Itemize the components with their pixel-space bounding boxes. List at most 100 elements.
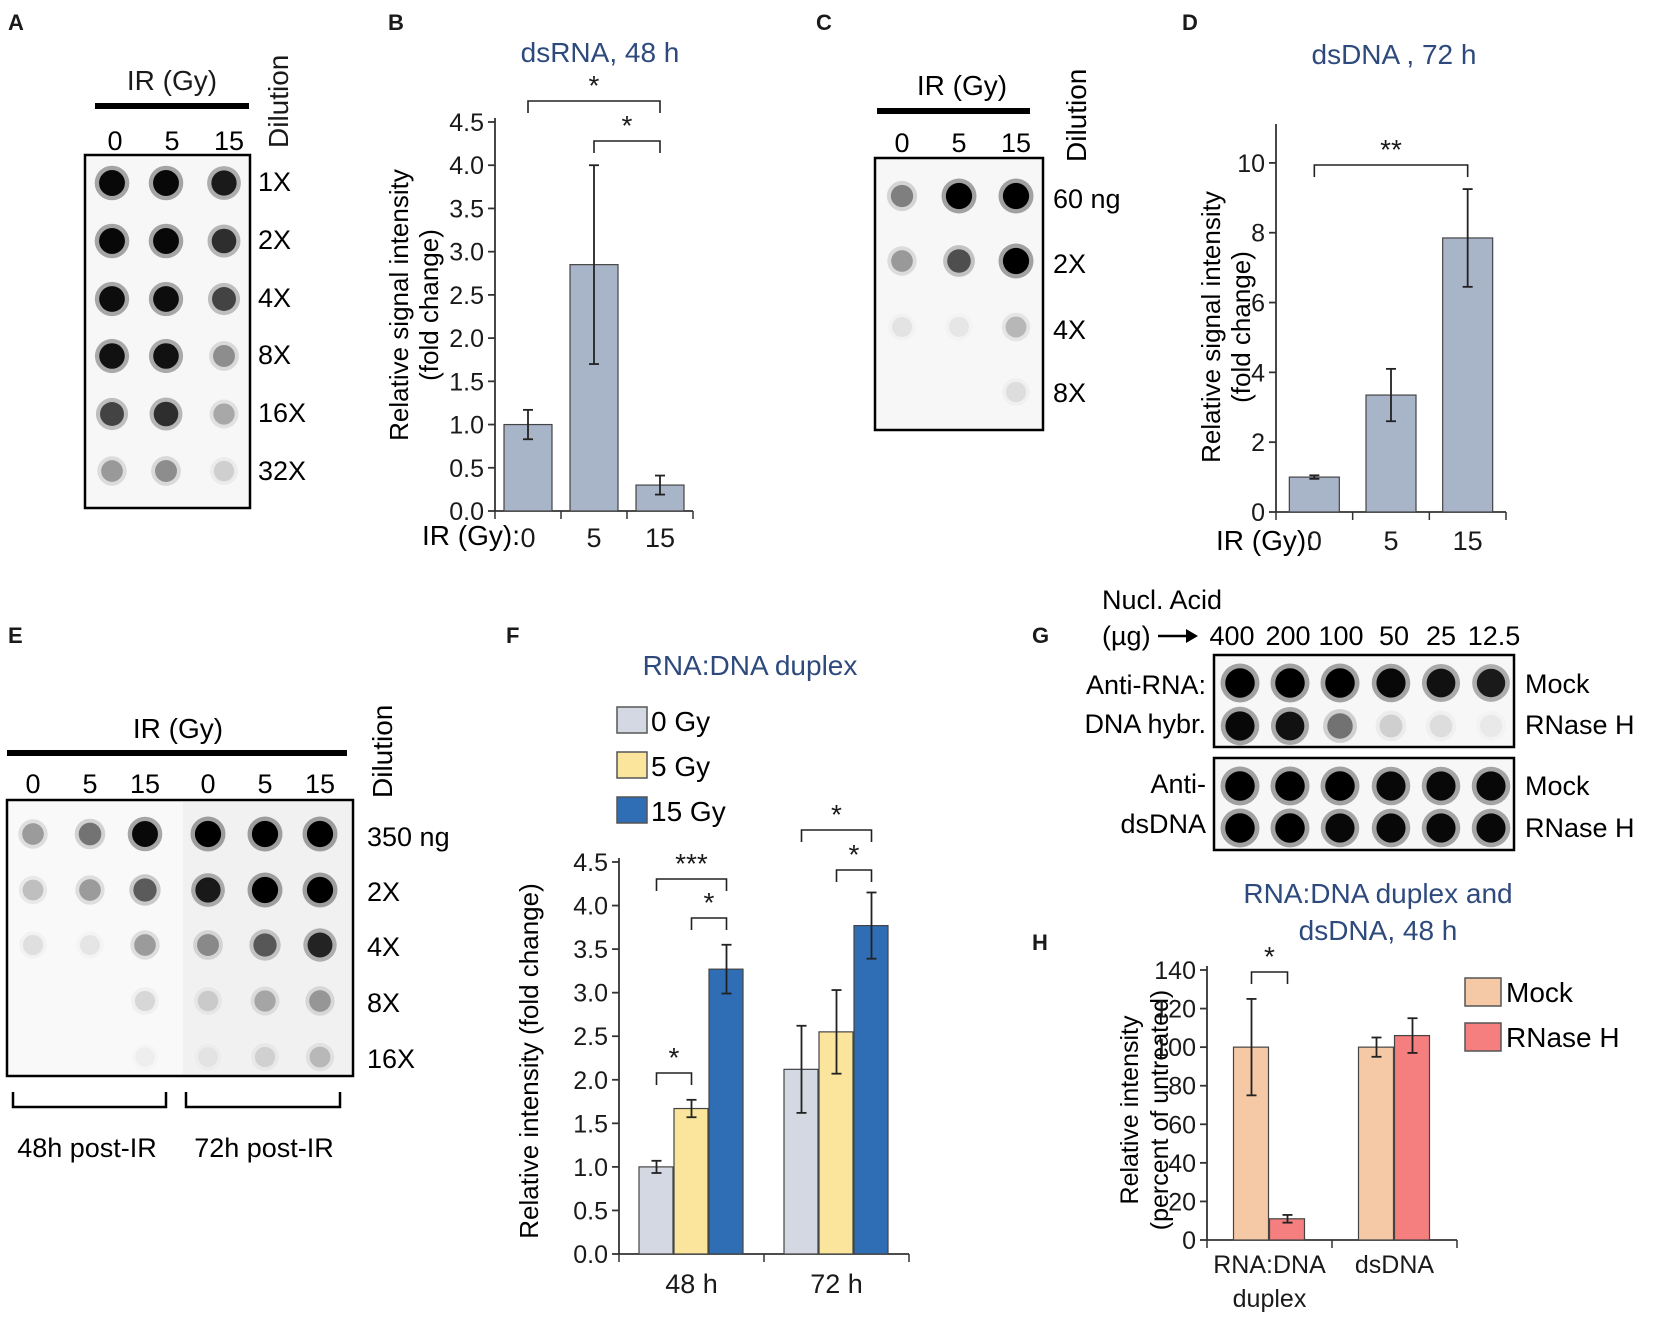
blot-dot-core <box>947 249 971 273</box>
blot-dot-core <box>1426 771 1456 801</box>
blot-dot-core <box>22 934 44 956</box>
y-tick-label: 6 <box>1251 290 1265 318</box>
blot-dot-halo <box>886 180 918 212</box>
blot-dot-core <box>99 170 125 196</box>
panel-letter-g: G <box>1032 623 1049 648</box>
treatment-label: Mock <box>1525 771 1590 801</box>
blot-dot-core <box>253 933 277 957</box>
bar <box>708 968 744 1255</box>
blot-dot <box>198 1047 218 1067</box>
error-bar <box>721 943 732 995</box>
blot-dot <box>79 934 101 956</box>
blot-dot <box>886 180 918 212</box>
blot-dot-core <box>1325 771 1355 801</box>
error-bar <box>655 474 665 496</box>
dilution-label: Dilution <box>263 55 294 148</box>
blot-dot <box>1371 766 1411 806</box>
legend-label: 5 Gy <box>651 751 710 782</box>
chart-title: dsRNA, 48 h <box>521 37 680 68</box>
blot-dot <box>1270 706 1310 746</box>
legend: Mock RNase H <box>1464 977 1620 1053</box>
blot-dot <box>148 223 184 259</box>
panel-letter-c: C <box>816 10 832 35</box>
y-tick-label: 0.0 <box>449 498 484 526</box>
y-axis-label-line: Relative signal intensity <box>1196 191 1226 463</box>
blot-dot <box>131 1043 158 1070</box>
error-bar <box>1246 998 1257 1097</box>
significance-bracket-line <box>655 1072 693 1085</box>
y-tick-label: 0.5 <box>449 455 484 483</box>
bar <box>1288 476 1340 513</box>
significance-bracket: ** <box>1313 134 1469 177</box>
blot-dot <box>302 872 338 908</box>
blot-dot <box>94 338 130 374</box>
chart-title: dsDNA , 72 h <box>1312 39 1477 70</box>
blot-dot-halo <box>1375 710 1407 742</box>
blot-dot-core <box>153 170 179 196</box>
y-tick-label: 2.0 <box>573 1067 608 1095</box>
blot-dot <box>1472 664 1510 702</box>
blot-dot <box>1270 766 1310 806</box>
y-tick-label: 1.5 <box>573 1110 608 1138</box>
blot-dot-core <box>132 821 158 847</box>
bar <box>1357 1046 1395 1241</box>
dilution-labels: 1X 2X 4X 8X 16X 32X <box>258 167 306 486</box>
blot-dot <box>1320 766 1360 806</box>
group-label: 72h post-IR <box>194 1133 334 1163</box>
chart-title: dsDNA, 48 h <box>1299 915 1458 946</box>
y-tick-label: 4.0 <box>449 152 484 180</box>
error-bar <box>831 989 842 1075</box>
dilution-row-label: 16X <box>367 1044 415 1074</box>
bar <box>853 924 889 1255</box>
blot-dot-halo <box>194 987 222 1015</box>
blot-dot-core <box>197 934 219 956</box>
blot-dot <box>94 281 130 317</box>
blot-dot <box>302 816 338 852</box>
error-bar <box>866 891 877 960</box>
blot-dot-core <box>1376 771 1406 801</box>
blot-dot <box>1220 663 1260 703</box>
blot-dot-core <box>1225 771 1255 801</box>
panel-letter-e: E <box>8 623 23 648</box>
dose-label: 0 <box>25 769 40 799</box>
blot-dot <box>129 874 161 906</box>
y-axis-label: Relative signal intensity (fold change) <box>384 169 444 441</box>
y-tick-label: 100 <box>1154 1034 1196 1062</box>
significance-bracket: * <box>690 887 728 930</box>
y-tick-label: 3.5 <box>449 195 484 223</box>
y-axis-label-line: (fold change) <box>414 229 444 381</box>
x-tick-label: 48 h <box>665 1269 718 1299</box>
nucl-acid-label: Nucl. Acid <box>1102 585 1222 615</box>
chart-title: RNA:DNA duplex and <box>1243 878 1512 909</box>
dot-blot-a <box>94 165 241 486</box>
blot-dot <box>148 165 184 201</box>
blot-dot-core <box>307 932 333 958</box>
error-bar <box>523 408 533 441</box>
blot-dot-core <box>1325 668 1355 698</box>
blot-dot-halo <box>18 875 48 905</box>
significance-label: * <box>704 887 715 918</box>
blot-frame <box>1212 653 1516 749</box>
x-tick-label: RNA:DNA <box>1213 1251 1326 1279</box>
x-tick-label: 5 <box>586 523 601 553</box>
legend-swatch <box>616 796 648 824</box>
blot-dot <box>305 986 335 1016</box>
error-bar <box>1371 1036 1382 1058</box>
blot-dot-halo <box>75 875 105 905</box>
blot-dot-core <box>1002 247 1030 275</box>
panel-c: C IR (Gy) Dilution 0 5 15 60 ng 2X 4X 8X <box>816 10 1121 432</box>
blot-dot-core <box>153 343 179 369</box>
blot-dot-core <box>134 990 156 1012</box>
x-tick-label: 0 <box>1307 526 1322 556</box>
blot-dot-core <box>1376 668 1406 698</box>
dose-label: 5 <box>257 769 272 799</box>
chart-h: 0 20 40 60 80 100 120 140 RNA:DNA duplex dsDNA * <box>1154 941 1458 1313</box>
blot-dot-core <box>22 879 44 901</box>
y-tick-label: 3.0 <box>573 980 608 1008</box>
blot-dot <box>127 816 163 852</box>
treatment-label: RNase H <box>1525 813 1635 843</box>
blot-dot-core <box>78 822 102 846</box>
blot-dot <box>151 456 181 486</box>
dose-label: 15 <box>305 769 335 799</box>
y-tick-label: 8 <box>1251 220 1265 248</box>
